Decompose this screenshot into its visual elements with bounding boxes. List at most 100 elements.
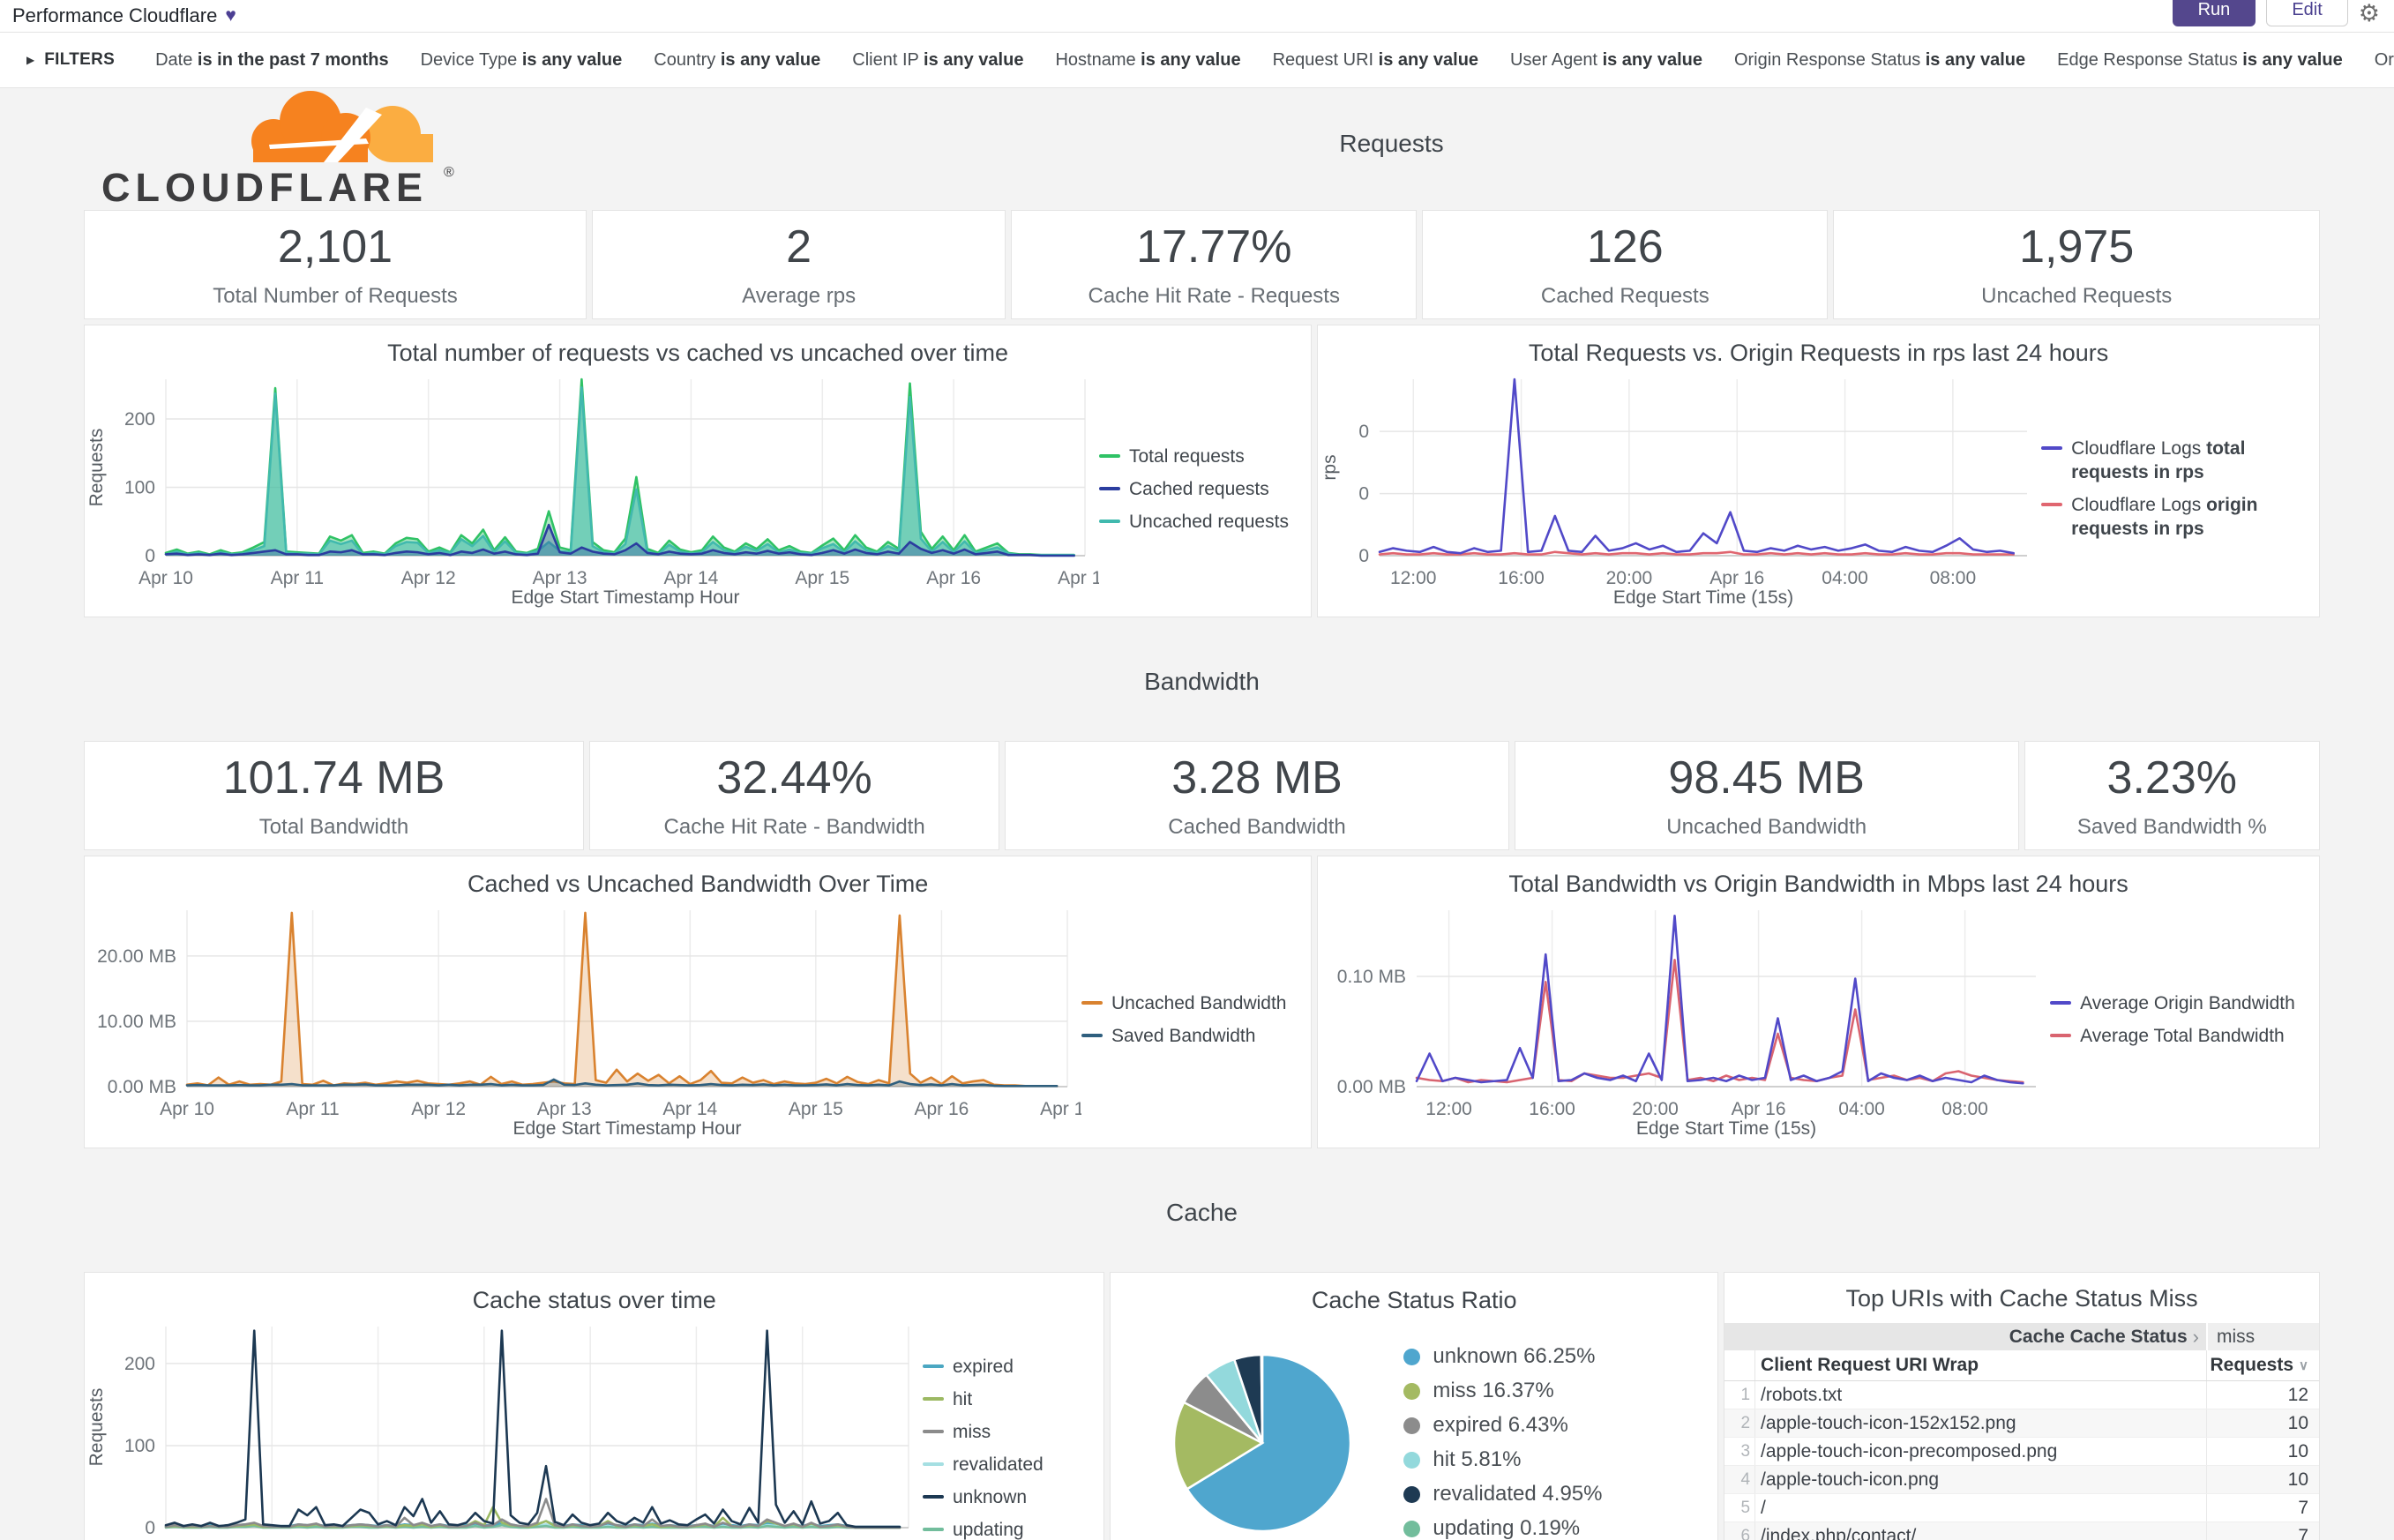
filter-origin-response-status[interactable]: Origin Response Status is any value bbox=[1733, 49, 2026, 70]
legend-item[interactable]: Average Origin Bandwidth bbox=[2050, 991, 2295, 1015]
table-row[interactable]: 2/apple-touch-icon-152x152.png 10 bbox=[1724, 1409, 2319, 1438]
table-header-row: Client Request URI Wrap Requests ∨ bbox=[1724, 1350, 2319, 1381]
edit-button[interactable]: Edit bbox=[2266, 0, 2348, 26]
legend-item[interactable]: Saved Bandwidth bbox=[1081, 1024, 1286, 1048]
table-row[interactable]: 1/robots.txt 12 bbox=[1724, 1381, 2319, 1409]
uri-cell[interactable]: / bbox=[1754, 1494, 2206, 1521]
uri-cell[interactable]: /apple-touch-icon-precomposed.png bbox=[1754, 1438, 2206, 1465]
svg-text:Edge Start Timestamp Hour: Edge Start Timestamp Hour bbox=[511, 587, 739, 608]
dashboard-header: Performance Cloudflare ♥ Run Edit ⚙ bbox=[0, 0, 2394, 33]
svg-text:Apr 17: Apr 17 bbox=[1058, 568, 1099, 588]
table-row[interactable]: 5/7 bbox=[1724, 1494, 2319, 1522]
legend-item[interactable]: Uncached Bandwidth bbox=[1081, 991, 1286, 1015]
uri-cell[interactable]: /apple-touch-icon.png bbox=[1754, 1466, 2206, 1493]
requests-column-header[interactable]: Requests ∨ bbox=[2206, 1350, 2319, 1380]
filter-date[interactable]: Date is in the past 7 months bbox=[155, 49, 389, 70]
svg-text:Apr 14: Apr 14 bbox=[663, 568, 718, 588]
legend-item[interactable]: updating bbox=[923, 1518, 1044, 1540]
kpi-value: 3.23% bbox=[2106, 752, 2237, 804]
legend-item[interactable]: Average Total Bandwidth bbox=[2050, 1024, 2295, 1048]
svg-text:100: 100 bbox=[124, 477, 155, 497]
kpi-label: Cached Bandwidth bbox=[1168, 815, 1346, 839]
chart-legend: Cloudflare Logs total requests in rps Clo… bbox=[2041, 437, 2299, 541]
svg-text:0: 0 bbox=[1358, 546, 1369, 566]
pie-legend-item[interactable]: miss 16.37% bbox=[1403, 1379, 1602, 1403]
legend-swatch bbox=[923, 1495, 944, 1499]
kpi-label: Cached Requests bbox=[1540, 284, 1709, 308]
pivot-field-header[interactable]: Cache Cache Status › bbox=[1724, 1323, 2206, 1350]
filter-country[interactable]: Country is any value bbox=[654, 49, 821, 70]
legend-item[interactable]: Uncached requests bbox=[1099, 510, 1289, 534]
section-title-cache: Cache bbox=[1166, 1199, 1238, 1226]
legend-swatch bbox=[923, 1462, 944, 1466]
svg-text:Apr 16: Apr 16 bbox=[914, 1099, 969, 1119]
uri-cell[interactable]: /robots.txt bbox=[1754, 1381, 2206, 1409]
filter-request-uri[interactable]: Request URI is any value bbox=[1272, 49, 1479, 70]
logo-row: CLOUDFLARE ® Requests bbox=[84, 88, 2320, 210]
pie-legend-item[interactable]: unknown 66.25% bbox=[1403, 1344, 1602, 1369]
pie-legend-item[interactable]: expired 6.43% bbox=[1403, 1413, 1602, 1438]
table-row[interactable]: 3/apple-touch-icon-precomposed.png 10 bbox=[1724, 1438, 2319, 1466]
legend-label: Cached requests bbox=[1129, 478, 1269, 499]
kpi-label: Cache Hit Rate - Requests bbox=[1088, 284, 1340, 308]
filter-edge-response-status[interactable]: Edge Response Status is any value bbox=[2057, 49, 2343, 70]
legend-item[interactable]: Cloudflare Logs origin requests in rps bbox=[2041, 493, 2293, 541]
legend-item[interactable]: revalidated bbox=[923, 1453, 1044, 1476]
legend-item[interactable]: hit bbox=[923, 1387, 1044, 1411]
run-button[interactable]: Run bbox=[2172, 0, 2256, 26]
kpi-label: Uncached Requests bbox=[1981, 284, 2173, 308]
legend-label: Total requests bbox=[1129, 445, 1245, 467]
uri-column-header[interactable]: Client Request URI Wrap bbox=[1754, 1350, 2206, 1380]
kpi-label: Total Number of Requests bbox=[213, 284, 458, 308]
svg-text:200: 200 bbox=[124, 1354, 155, 1374]
svg-text:12:00: 12:00 bbox=[1390, 568, 1437, 588]
legend-item[interactable]: unknown bbox=[923, 1485, 1044, 1509]
legend-item[interactable]: Cloudflare Logs total requests in rps bbox=[2041, 437, 2293, 484]
chart-card-cache-ratio: Cache Status Ratio unknown 66.25% miss 16… bbox=[1110, 1272, 1719, 1540]
pivot-field-label: Cache Cache Status bbox=[2009, 1326, 2188, 1347]
svg-text:Apr 16: Apr 16 bbox=[1732, 1099, 1786, 1119]
legend-swatch bbox=[923, 1430, 944, 1433]
filter-hostname[interactable]: Hostname is any value bbox=[1055, 49, 1241, 70]
row-index: 2 bbox=[1740, 1413, 1751, 1432]
svg-text:04:00: 04:00 bbox=[1822, 568, 1868, 588]
filter-user-agent[interactable]: User Agent is any value bbox=[1510, 49, 1702, 70]
legend-item[interactable]: miss bbox=[923, 1420, 1044, 1444]
uri-cell[interactable]: /apple-touch-icon-152x152.png bbox=[1754, 1409, 2206, 1437]
pie-legend-label: updating 0.19% bbox=[1433, 1516, 1581, 1540]
filter-client-ip[interactable]: Client IP is any value bbox=[852, 49, 1024, 70]
gear-icon[interactable]: ⚙ bbox=[2358, 0, 2380, 26]
pivot-band: Cache Cache Status › miss bbox=[1724, 1323, 2319, 1350]
kpi-label: Cache Hit Rate - Bandwidth bbox=[663, 815, 925, 839]
svg-text:0: 0 bbox=[1358, 484, 1369, 505]
legend-label: updating bbox=[953, 1520, 1024, 1540]
kpi-tile-cached-bandwidth: 3.28 MB Cached Bandwidth bbox=[1005, 741, 1509, 850]
filters-expand-icon[interactable]: ▶ bbox=[26, 54, 35, 66]
legend-swatch bbox=[923, 1364, 944, 1368]
requests-cell: 7 bbox=[2206, 1494, 2319, 1521]
kpi-label: Uncached Bandwidth bbox=[1666, 815, 1867, 839]
kpi-tile-cache-hit-rate-requests: 17.77% Cache Hit Rate - Requests bbox=[1011, 210, 1418, 319]
svg-text:Edge Start Timestamp Hour: Edge Start Timestamp Hour bbox=[512, 1118, 741, 1139]
pie-legend-item[interactable]: updating 0.19% bbox=[1403, 1516, 1602, 1540]
legend-item[interactable]: Cached requests bbox=[1099, 477, 1289, 501]
chart-legend: expired hit miss revalidated unknown updating bbox=[923, 1355, 1049, 1540]
svg-text:Apr 16: Apr 16 bbox=[1709, 568, 1764, 588]
svg-text:Apr 13: Apr 13 bbox=[537, 1099, 592, 1119]
table-row[interactable]: 4/apple-touch-icon.png 10 bbox=[1724, 1466, 2319, 1494]
legend-label: Saved Bandwidth bbox=[1111, 1026, 1256, 1046]
uri-cell[interactable]: /index.php/contact/ bbox=[1754, 1522, 2206, 1540]
filter-origin-ip[interactable]: Origin IP is any value bbox=[2374, 49, 2394, 70]
legend-item[interactable]: Total requests bbox=[1099, 445, 1289, 468]
pie-legend-item[interactable]: revalidated 4.95% bbox=[1403, 1482, 1602, 1506]
legend-swatch bbox=[1081, 1001, 1103, 1005]
legend-label: miss bbox=[953, 1422, 991, 1442]
cloudflare-logo-image: CLOUDFLARE ® bbox=[101, 91, 454, 210]
legend-item[interactable]: expired bbox=[923, 1355, 1044, 1379]
legend-label: Uncached Bandwidth bbox=[1111, 993, 1287, 1013]
requests-cell: 10 bbox=[2206, 1466, 2319, 1493]
table-row[interactable]: 6/index.php/contact/7 bbox=[1724, 1522, 2319, 1540]
filter-device-type[interactable]: Device Type is any value bbox=[420, 49, 623, 70]
svg-text:Apr 10: Apr 10 bbox=[160, 1099, 214, 1119]
pie-legend-item[interactable]: hit 5.81% bbox=[1403, 1447, 1602, 1472]
